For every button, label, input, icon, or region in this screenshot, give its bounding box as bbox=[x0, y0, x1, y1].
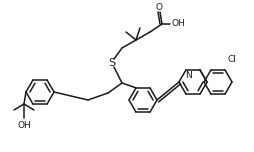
Text: O: O bbox=[155, 2, 163, 12]
Text: Cl: Cl bbox=[228, 55, 237, 64]
Text: S: S bbox=[108, 58, 116, 68]
Text: OH: OH bbox=[172, 19, 186, 28]
Text: N: N bbox=[186, 71, 192, 79]
Text: OH: OH bbox=[17, 121, 31, 131]
